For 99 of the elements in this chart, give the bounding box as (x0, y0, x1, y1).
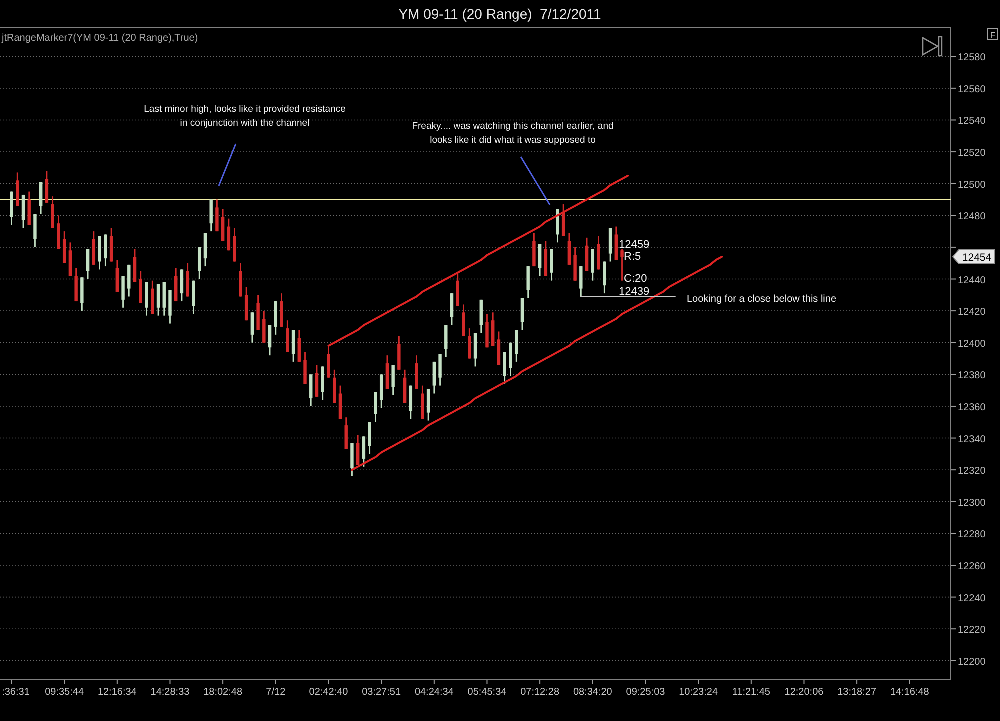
y-tick-label: 12300 (958, 498, 986, 509)
y-tick-label: 12420 (958, 307, 986, 318)
candlestick (432, 361, 436, 394)
text: 12454 (962, 252, 992, 264)
y-tick-label: 12260 (958, 562, 986, 572)
candlestick (503, 352, 506, 385)
x-tick-label: 03:27:51 (362, 687, 402, 698)
x-tick-label: 04:24:34 (414, 687, 454, 698)
annotation: Looking for a close below this line (687, 294, 837, 305)
x-tick-label: 09:35:44 (45, 687, 84, 698)
candlestick (538, 244, 542, 277)
annotation: R:5 (624, 251, 642, 263)
candlestick (550, 248, 554, 282)
annotation: jtRangeMarker7(YM 09-11 (20 Range),True) (1, 33, 198, 44)
candlestick (514, 329, 518, 363)
candlestick (315, 364, 319, 398)
y-tick-label: 12280 (958, 530, 986, 541)
y-tick-label: 12520 (958, 148, 986, 160)
candlestick (310, 374, 313, 408)
x-tick-label: 12:20:06 (784, 687, 824, 698)
candlestick (116, 259, 120, 293)
x-tick-label: 13:18:27 (838, 687, 877, 698)
annotation: C:20 (624, 273, 648, 285)
candlestick (568, 232, 572, 266)
candlestick (562, 204, 566, 238)
y-tick-label: 12540 (958, 116, 986, 128)
text: F (990, 31, 996, 40)
candlestick (356, 434, 360, 466)
candlestick (520, 298, 524, 331)
candlestick (468, 328, 472, 360)
candlestick (368, 422, 372, 455)
y-tick-label: 12380 (958, 370, 986, 382)
chart-title: YM 09-11 (20 Range) 7/12/2011 (398, 6, 602, 22)
candlestick (104, 234, 108, 268)
y-tick-label: 12440 (958, 275, 986, 286)
candlestick (462, 304, 466, 338)
candlestick (227, 218, 231, 252)
x-tick-label: 14:16:48 (890, 687, 930, 698)
candlestick (139, 270, 142, 304)
y-tick-label: 12500 (958, 180, 986, 191)
x-tick-label: 02:42:40 (309, 687, 349, 698)
y-tick-label: 12220 (958, 625, 986, 636)
candlestick (39, 182, 43, 215)
x-tick-label: 14:28:33 (150, 687, 190, 698)
x-tick-label: 18:02:48 (204, 687, 243, 698)
candlestick (210, 199, 213, 232)
y-tick-label: 12340 (958, 434, 986, 446)
candlestick (51, 196, 54, 230)
candlestick (304, 352, 307, 385)
candlestick (438, 353, 442, 387)
candlestick (362, 436, 366, 468)
candlestick (374, 391, 378, 424)
annotation: Freaky.... was watching this channel earlier, and looks like it did what it was supposed to (412, 121, 614, 146)
candlestick (198, 246, 202, 280)
x-tick-label: 08:34:20 (573, 687, 613, 698)
candlestick (444, 324, 448, 358)
candlestick (292, 329, 296, 363)
annotation: 12459 (619, 239, 650, 251)
candlestick (262, 310, 266, 344)
x-tick-label: :36:31 (2, 687, 30, 698)
x-tick-label: 10:23:24 (679, 687, 718, 698)
candlestick (580, 266, 583, 298)
candlestick (426, 388, 430, 422)
candlestick (450, 292, 454, 326)
candlestick (591, 248, 595, 282)
candlestick (216, 199, 219, 232)
y-tick-label: 12580 (958, 52, 986, 64)
annotation: 12439 (619, 286, 650, 298)
x-tick-label: 07:12:28 (520, 687, 560, 698)
candlestick (86, 248, 90, 280)
candlestick (250, 312, 254, 344)
candlestick (156, 283, 160, 317)
y-tick-label: 12400 (958, 338, 986, 350)
x-tick-label: 12:16:34 (98, 687, 138, 698)
x-tick-label: 7/12 (266, 687, 286, 698)
candlestick (392, 364, 395, 396)
candlestick (298, 329, 301, 363)
x-tick-label: 05:45:34 (468, 687, 508, 698)
candlestick (180, 269, 184, 302)
candlestick (221, 208, 225, 242)
candlestick (128, 264, 131, 298)
y-tick-label: 12560 (958, 84, 986, 96)
candlestick (344, 416, 348, 450)
y-tick-label: 12320 (958, 466, 986, 478)
candlestick (268, 324, 272, 356)
y-tick-label: 12480 (958, 212, 986, 223)
x-tick-label: 09:25:03 (626, 687, 666, 698)
y-tick-label: 12200 (958, 656, 986, 668)
candlestick (286, 320, 290, 354)
annotation: Last minor high, looks like it provided resistance in conjunction with the channel (144, 104, 346, 129)
candlestick (122, 275, 125, 309)
y-tick-label: 12240 (958, 593, 986, 604)
candlestick (620, 248, 624, 282)
candlestick (526, 266, 530, 300)
x-tick-label: 11:21:45 (732, 687, 771, 698)
candlestick (45, 170, 49, 204)
y-tick-label: 12360 (958, 402, 986, 414)
candlestick (62, 230, 66, 264)
candlestick (603, 261, 606, 294)
